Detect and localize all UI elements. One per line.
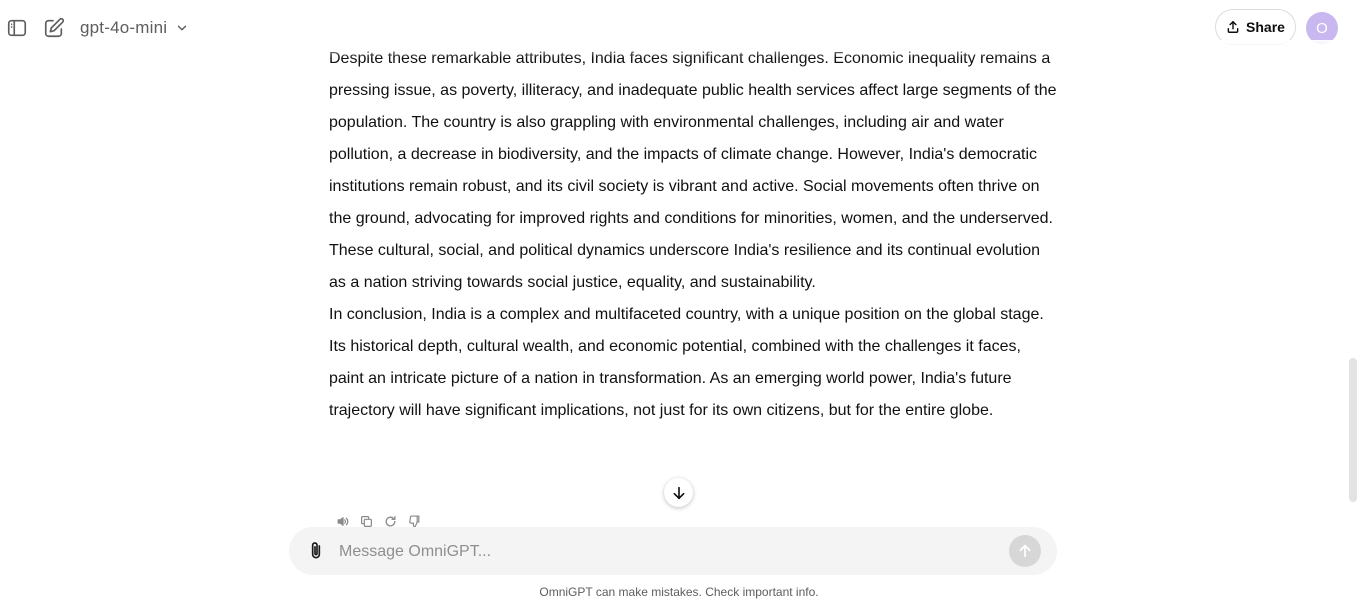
upload-icon [1227, 21, 1239, 33]
message-input[interactable] [337, 537, 1001, 567]
avatar-initial: O [1316, 19, 1328, 37]
speaker-icon [337, 516, 348, 526]
scrollbar-thumb[interactable] [1349, 358, 1357, 502]
regenerate-button[interactable] [383, 514, 397, 528]
thumbs-down-icon [408, 514, 419, 528]
message-actions [335, 514, 421, 528]
sidebar-toggle-button[interactable] [5, 16, 29, 40]
arrow-up-icon [1019, 544, 1031, 558]
copy-icon [360, 515, 372, 527]
attach-button[interactable] [305, 539, 327, 563]
sidebar-toggle-icon [7, 19, 27, 37]
read-aloud-button[interactable] [335, 514, 349, 528]
top-fade [0, 40, 1358, 58]
message-paragraph: Despite these remarkable attributes, Ind… [329, 50, 1057, 291]
share-label: Share [1246, 19, 1285, 35]
dislike-button[interactable] [407, 514, 421, 528]
copy-button[interactable] [359, 514, 373, 528]
avatar[interactable]: O [1306, 12, 1338, 44]
chevron-down-icon [178, 25, 187, 31]
message-paragraph: In conclusion, India is a complex and mu… [329, 306, 1044, 419]
scroll-to-bottom-button[interactable] [664, 478, 693, 507]
new-chat-button[interactable] [42, 16, 66, 40]
model-selector[interactable]: gpt-4o-mini [80, 16, 189, 40]
refresh-icon [385, 515, 395, 526]
arrow-down-icon [673, 486, 684, 499]
message-composer [289, 527, 1057, 575]
conversation-area: Despite these remarkable attributes, Ind… [0, 43, 1358, 527]
edit-icon [44, 17, 65, 38]
model-label: gpt-4o-mini [80, 18, 168, 37]
disclaimer-note: OmniGPT can make mistakes. Check importa… [539, 585, 819, 599]
paperclip-icon [311, 542, 321, 559]
send-button[interactable] [1009, 535, 1041, 567]
assistant-message: Despite these remarkable attributes, Ind… [329, 43, 1057, 427]
